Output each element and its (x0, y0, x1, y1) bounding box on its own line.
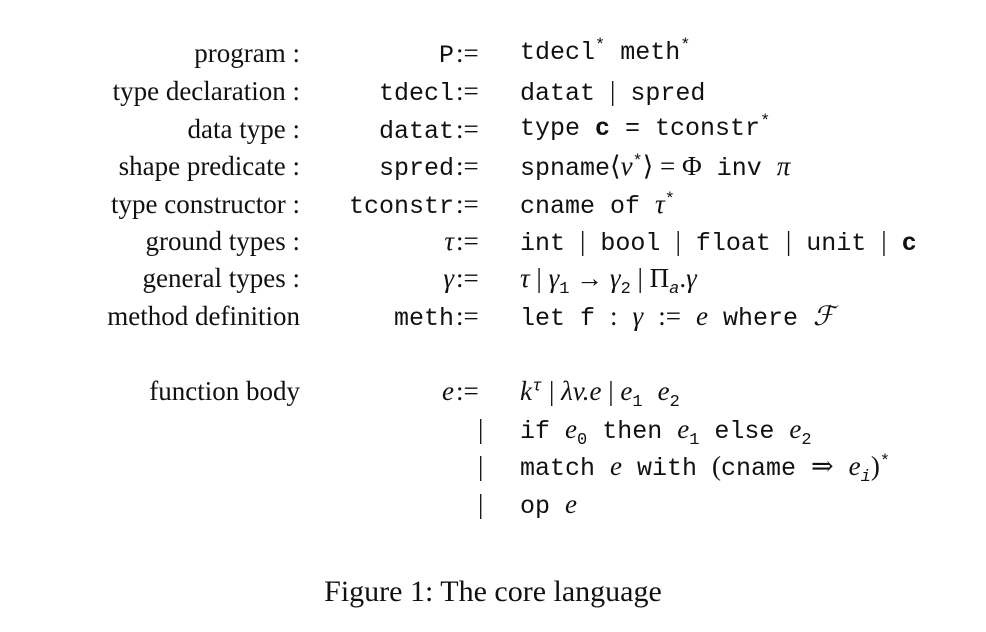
alternative-bar: | (478, 451, 484, 481)
row-operator: := (456, 151, 479, 181)
row-rhs: if e0 then e1 else e2 (520, 414, 812, 450)
row-rhs: cname of τ* (520, 189, 675, 221)
row-lhs: P (438, 41, 454, 70)
grammar-row-shape-predicate: shape predicate : spred := spname⟨v*⟩ = … (0, 151, 986, 187)
row-rhs: let f : γ := e where ℱ (520, 301, 835, 333)
row-label: program : (194, 38, 300, 68)
grammar-row-ground-types: ground types : τ := int | bool | float |… (0, 226, 986, 262)
row-rhs: op e⃗ (520, 489, 599, 521)
row-rhs: kτ | λv.e | e1 e2 (520, 376, 680, 412)
grammar-row-match: | match e with (cname ⇒ ei)* (0, 451, 986, 487)
row-lhs: tconstr (348, 192, 454, 221)
row-lhs: datat (378, 117, 454, 146)
row-rhs: type c = tconstr* (520, 112, 771, 143)
alternative-bar: | (478, 489, 484, 519)
row-lhs: τ (444, 226, 454, 256)
row-lhs: γ (443, 263, 454, 293)
grammar-row-function-body: function body e := kτ | λv.e | e1 e2 (0, 376, 986, 412)
grammar-row-type-constructor: type constructor : tconstr := cname of τ… (0, 189, 986, 225)
row-label: method definition (107, 301, 300, 331)
row-rhs: match e with (cname ⇒ ei)* (520, 451, 891, 487)
row-rhs: tdecl* meth* (520, 36, 691, 67)
row-operator: := (456, 38, 479, 68)
row-label: ground types : (145, 226, 301, 256)
grammar-row-data-type: data type : datat := type c = tconstr* (0, 114, 986, 150)
row-operator: := (456, 189, 479, 219)
row-label: general types : (142, 263, 300, 293)
row-rhs: datat | spred (520, 76, 706, 108)
grammar-row-program: program : P := tdecl* meth* (0, 38, 986, 74)
row-lhs: spred (378, 154, 454, 183)
figure-caption: Figure 1: The core language (324, 575, 662, 608)
row-lhs: meth (393, 304, 454, 333)
row-label: shape predicate : (118, 151, 300, 181)
grammar-row-type-declaration: type declaration : tdecl := datat | spre… (0, 76, 986, 112)
row-operator: := (456, 226, 479, 256)
grammar-row-general-types: general types : γ := τ | γ1 → γ2 | Πa.γ (0, 263, 986, 299)
row-operator: := (456, 263, 479, 293)
row-rhs: spname⟨v*⟩ = Φ inv π (520, 151, 791, 183)
grammar-row-if: | if e0 then e1 else e2 (0, 414, 986, 450)
row-operator: := (456, 301, 479, 331)
row-rhs: int | bool | float | unit | c (520, 226, 917, 258)
row-label: data type : (187, 114, 300, 144)
row-operator: := (456, 76, 479, 106)
row-rhs: τ | γ1 → γ2 | Πa.γ (520, 263, 697, 299)
row-operator: := (456, 376, 479, 406)
alternative-bar: | (478, 414, 484, 444)
row-label: function body (149, 376, 300, 406)
row-lhs: e (442, 376, 454, 406)
row-label: type constructor : (111, 189, 300, 219)
row-operator: := (456, 114, 479, 144)
row-lhs: tdecl (378, 79, 454, 108)
row-label: type declaration : (112, 76, 300, 106)
grammar-row-method-definition: method definition meth := let f : γ := e… (0, 301, 986, 337)
grammar-row-op: | op e⃗ (0, 489, 986, 525)
